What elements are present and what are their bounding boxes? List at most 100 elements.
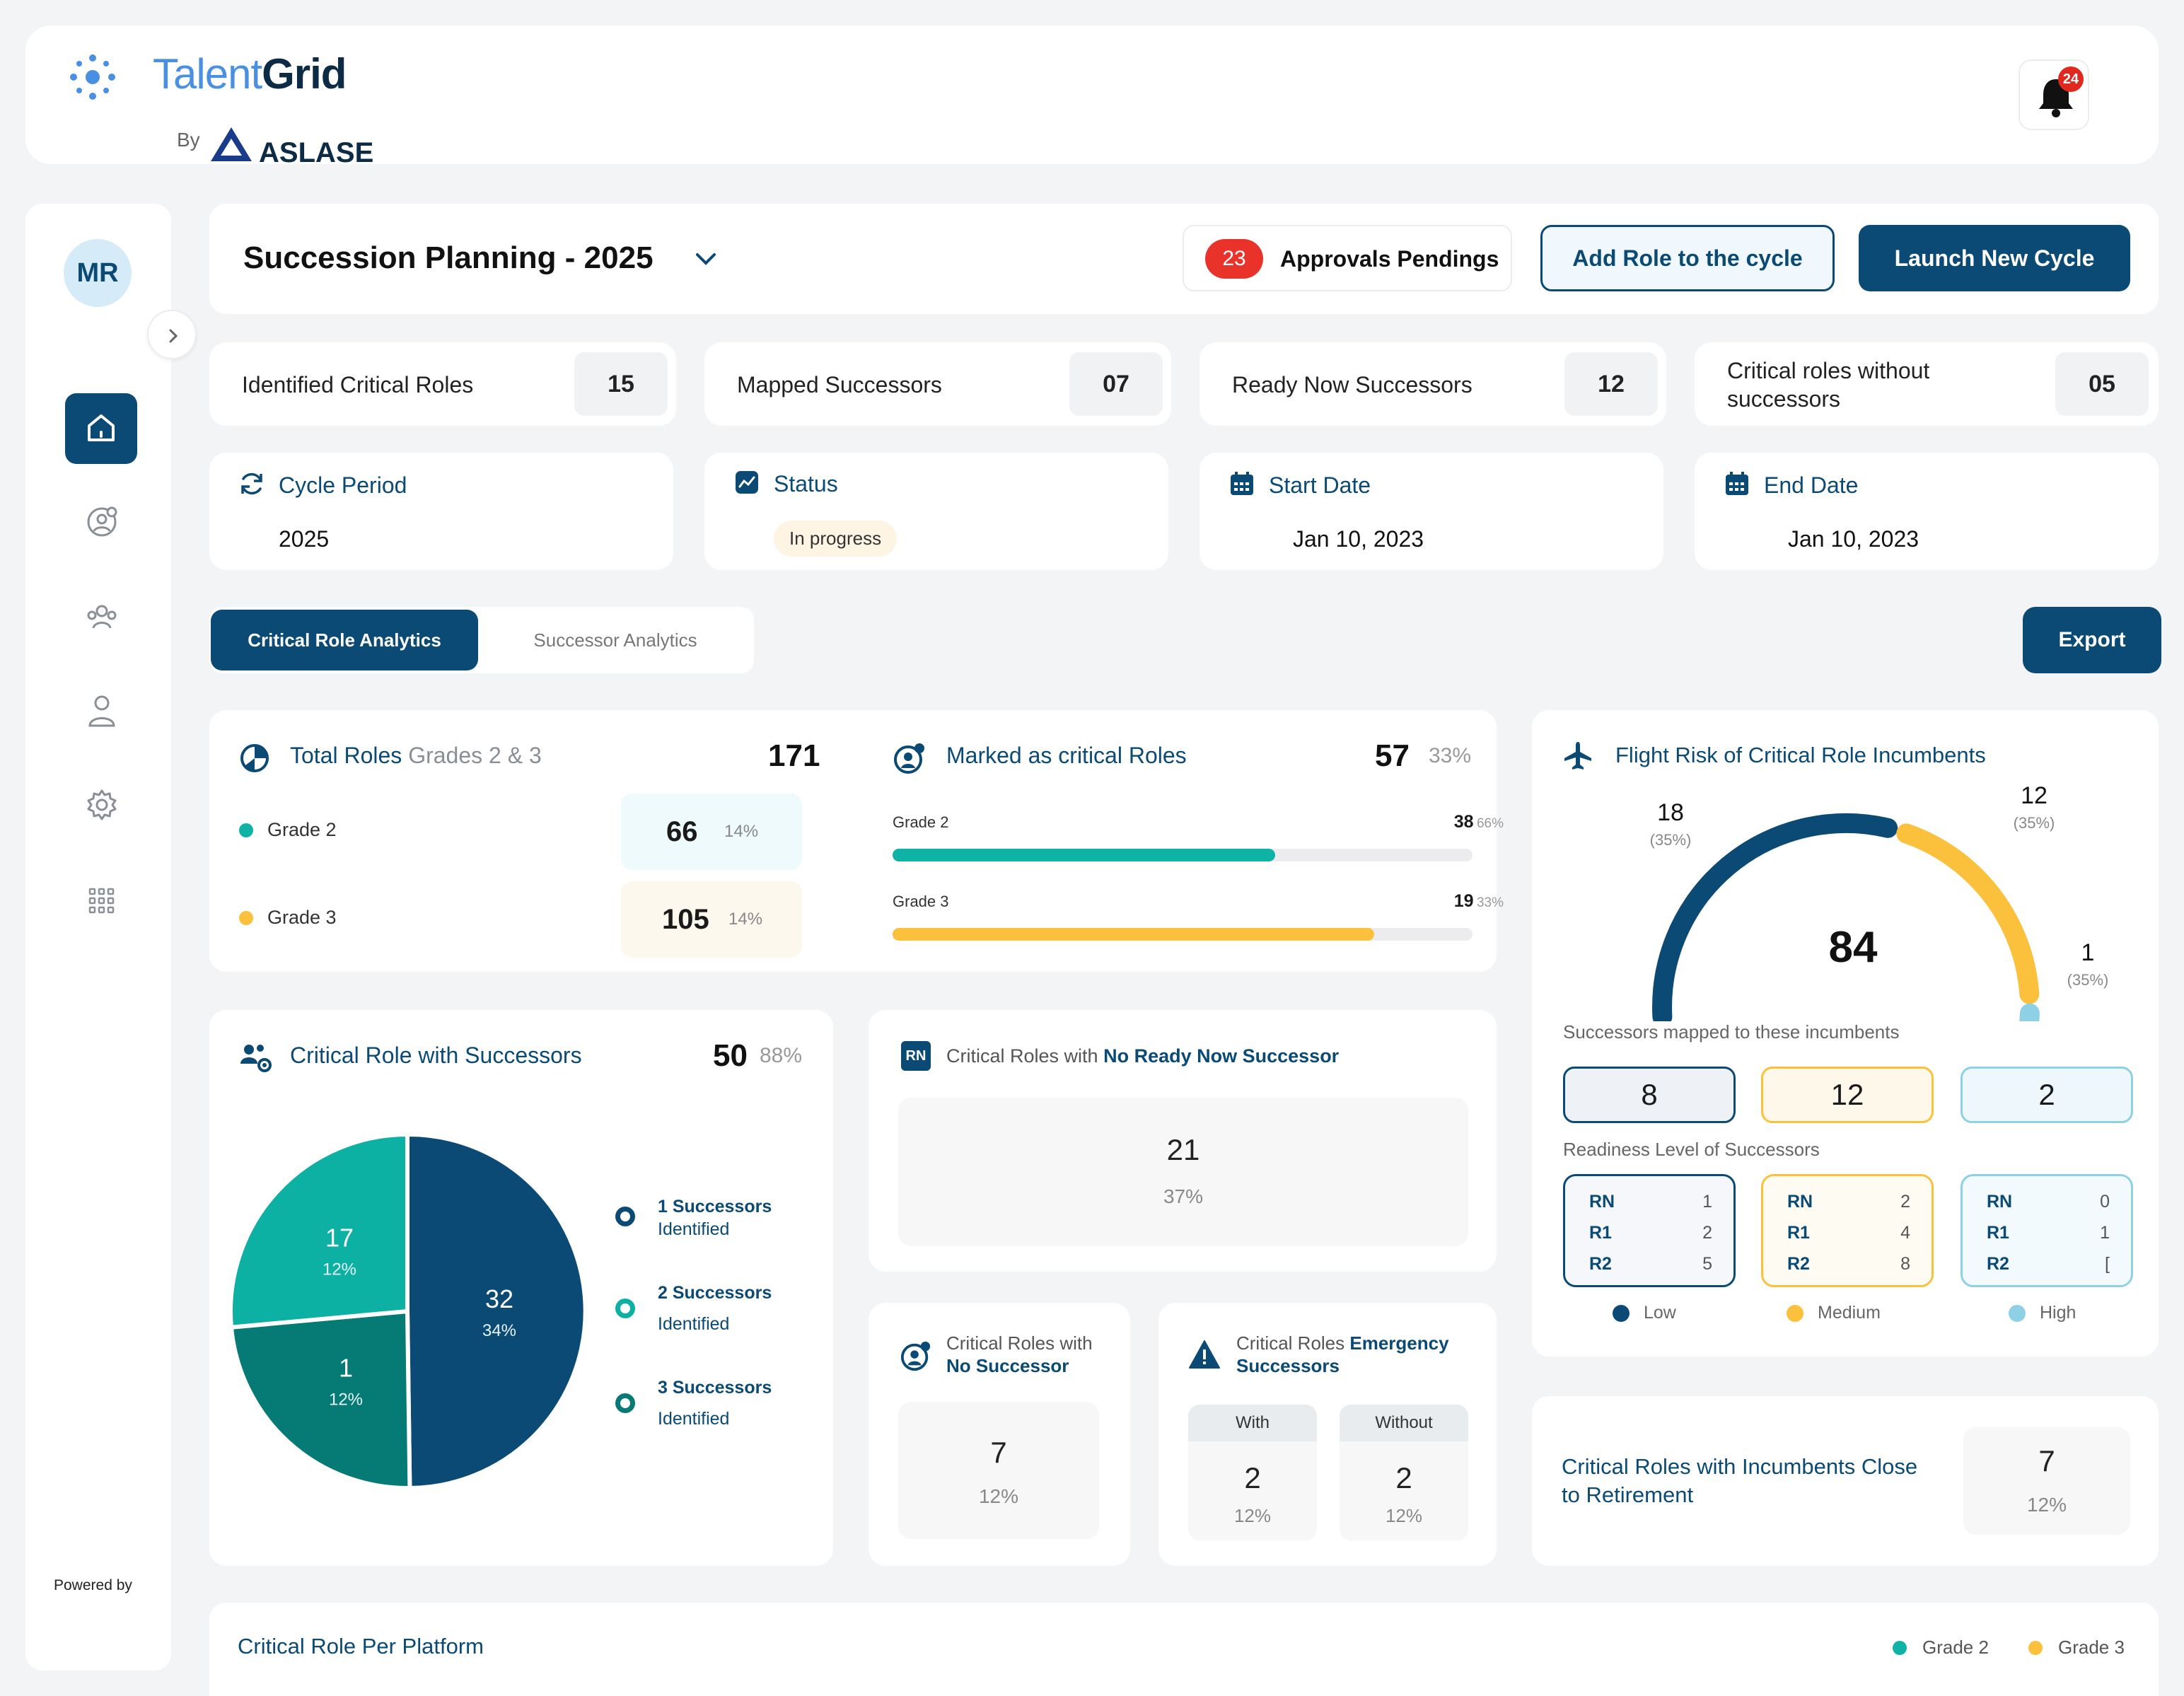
pie-slice[interactable] xyxy=(405,1134,584,1488)
no-ready-title-a: Critical Roles with xyxy=(946,1045,1098,1067)
team-gear-icon xyxy=(240,1045,272,1072)
brand-logo[interactable]: TalentGrid By ASLASE xyxy=(68,50,373,168)
flight-risk-gauge xyxy=(1652,813,2040,1021)
grade3-label: Grade 3 xyxy=(267,907,337,928)
avatar[interactable]: MR xyxy=(64,239,132,307)
total-roles-title: Total Roles xyxy=(290,743,402,768)
marked-grade3-bar xyxy=(893,928,1473,941)
chevron-down-icon[interactable] xyxy=(693,249,719,269)
total-roles-card: Total Roles Grades 2 & 3 171 Grade 2 66 … xyxy=(209,710,1504,972)
marked-grade2-figures: 38 66% xyxy=(1412,812,1504,832)
cycle-period-card: Cycle Period 2025 xyxy=(209,453,673,570)
gauge-segment-medium xyxy=(1896,823,2040,1004)
marked-grade3-value: 19 xyxy=(1453,891,1474,911)
cycle-period-label: Cycle Period xyxy=(279,472,407,498)
sidebar-item-home[interactable] xyxy=(65,393,137,464)
readiness-level: RN xyxy=(1987,1191,2013,1212)
pie-slice[interactable] xyxy=(231,1134,410,1330)
airplane-icon xyxy=(1564,742,1591,769)
sidebar-item-roles[interactable] xyxy=(85,505,119,539)
kpi-label: Critical roles without successors xyxy=(1727,358,1930,412)
no-ready-title-b: No Ready Now Successor xyxy=(1103,1045,1340,1067)
pie-slice-pct: 12% xyxy=(329,1390,363,1410)
total-roles-value: 171 xyxy=(768,738,820,773)
pie-slice[interactable] xyxy=(231,1308,412,1488)
start-date-card: Start Date Jan 10, 2023 xyxy=(1200,453,1663,570)
emergency-successors-card: Critical Roles Emergency Successors With… xyxy=(1158,1303,1497,1566)
export-button[interactable]: Export xyxy=(2023,607,2161,673)
calendar-icon xyxy=(1726,472,1748,495)
marked-grade2-bar-fill xyxy=(893,849,1276,861)
add-role-button[interactable]: Add Role to the cycle xyxy=(1540,225,1835,291)
readiness-count: 2 xyxy=(1702,1222,1712,1243)
legend-low: Low xyxy=(1613,1303,1676,1323)
emergency-without-value: 2 xyxy=(1395,1461,1412,1494)
legend-medium-label: Medium xyxy=(1818,1303,1881,1323)
legend-low-label: Low xyxy=(1644,1303,1676,1323)
marked-grade3-label: Grade 3 xyxy=(893,893,949,910)
end-date-card: End Date Jan 10, 2023 xyxy=(1695,453,2159,570)
brand-talent: Talent xyxy=(153,50,262,98)
tab-critical-role-analytics[interactable]: Critical Role Analytics xyxy=(211,610,478,670)
page-title: Succession Planning - 2025 xyxy=(243,240,654,275)
marked-grade3-figures: 19 33% xyxy=(1412,891,1504,912)
gauge-label-medium: 12 (35%) xyxy=(1999,782,2069,832)
readiness-medium-box: RN 2 R1 4 R2 8 xyxy=(1761,1174,1934,1287)
analytics-tabs: Critical Role Analytics Successor Analyt… xyxy=(209,607,754,673)
talentgrid-logo-icon xyxy=(70,54,115,100)
pie-slice-pct: 12% xyxy=(323,1260,356,1279)
end-date-value: Jan 10, 2023 xyxy=(1788,526,1919,552)
sidebar-toggle-button[interactable] xyxy=(147,310,197,359)
with-successors-pct: 88% xyxy=(760,1044,803,1067)
legend-high: High xyxy=(2009,1303,2076,1323)
marked-grade2-label: Grade 2 xyxy=(893,813,949,831)
top-header: TalentGrid By ASLASE 24 xyxy=(25,25,2159,168)
emergency-with-box: With 2 12% xyxy=(1188,1405,1317,1540)
no-successor-value: 7 xyxy=(990,1436,1007,1469)
per-platform-card: Critical Role Per Platform Grade 2 Grade… xyxy=(209,1603,2159,1696)
aslase-logo-icon xyxy=(211,127,252,161)
sidebar-item-settings[interactable] xyxy=(85,788,119,822)
sidebar-item-team[interactable] xyxy=(83,600,120,634)
home-icon xyxy=(88,414,115,441)
tab-successor-analytics[interactable]: Successor Analytics xyxy=(533,629,697,651)
mapped-low-box: 8 xyxy=(1563,1067,1736,1123)
sidebar-item-profile[interactable] xyxy=(86,693,117,728)
readiness-high-box: RN 0 R1 1 R2 [ xyxy=(1961,1174,2133,1287)
pie-legend-title: 1 Successors xyxy=(658,1197,772,1216)
with-successors-title: Critical Role with Successors xyxy=(290,1042,582,1068)
target-person-icon xyxy=(900,1341,931,1371)
kpi-identified-critical-roles: Identified Critical Roles 15 xyxy=(209,342,676,426)
readiness-low-box: RN 1 R1 2 R2 5 xyxy=(1563,1174,1736,1287)
flight-risk-title: Flight Risk of Critical Role Incumbents xyxy=(1615,743,1986,767)
retirement-stat-box: 7 12% xyxy=(1963,1427,2130,1535)
refresh-icon xyxy=(241,472,262,495)
readiness-count: 1 xyxy=(2100,1222,2110,1243)
emergency-title-a: Critical Roles xyxy=(1236,1332,1345,1354)
launch-cycle-button[interactable]: Launch New Cycle xyxy=(1859,225,2130,291)
pie-chart-icon xyxy=(240,744,269,772)
emergency-with-value: 2 xyxy=(1244,1461,1261,1494)
readiness-level: RN xyxy=(1589,1191,1615,1212)
no-ready-value: 21 xyxy=(1166,1133,1200,1166)
readiness-level: RN xyxy=(1787,1191,1813,1212)
start-date-label: Start Date xyxy=(1269,472,1371,498)
notification-badge: 24 xyxy=(2058,66,2084,92)
gauge-medium-value: 12 xyxy=(2021,782,2047,809)
warning-icon xyxy=(1189,1340,1220,1369)
readiness-count: 4 xyxy=(1900,1222,1910,1243)
trend-icon xyxy=(736,471,758,494)
chevron-right-icon xyxy=(169,329,178,343)
notification-button[interactable]: 24 xyxy=(2019,59,2089,130)
brand-company: ASLASE xyxy=(259,137,374,168)
no-successor-card: Critical Roles with No Successor 7 12% xyxy=(869,1303,1130,1566)
kpi-value: 12 xyxy=(1564,352,1658,416)
kpi-mapped-successors: Mapped Successors 07 xyxy=(704,342,1171,426)
readiness-level: R2 xyxy=(1987,1253,2009,1274)
successors-pie-chart: 32 34% 1 12% 17 12% xyxy=(231,1134,584,1488)
no-ready-stat-box: 21 37% xyxy=(898,1098,1468,1246)
grade2-pct: 14% xyxy=(724,822,759,841)
end-date-label: End Date xyxy=(1764,472,1859,498)
approvals-pending-button[interactable]: 23 Approvals Pendings xyxy=(1183,225,1512,291)
sidebar-item-apps[interactable] xyxy=(88,887,116,915)
